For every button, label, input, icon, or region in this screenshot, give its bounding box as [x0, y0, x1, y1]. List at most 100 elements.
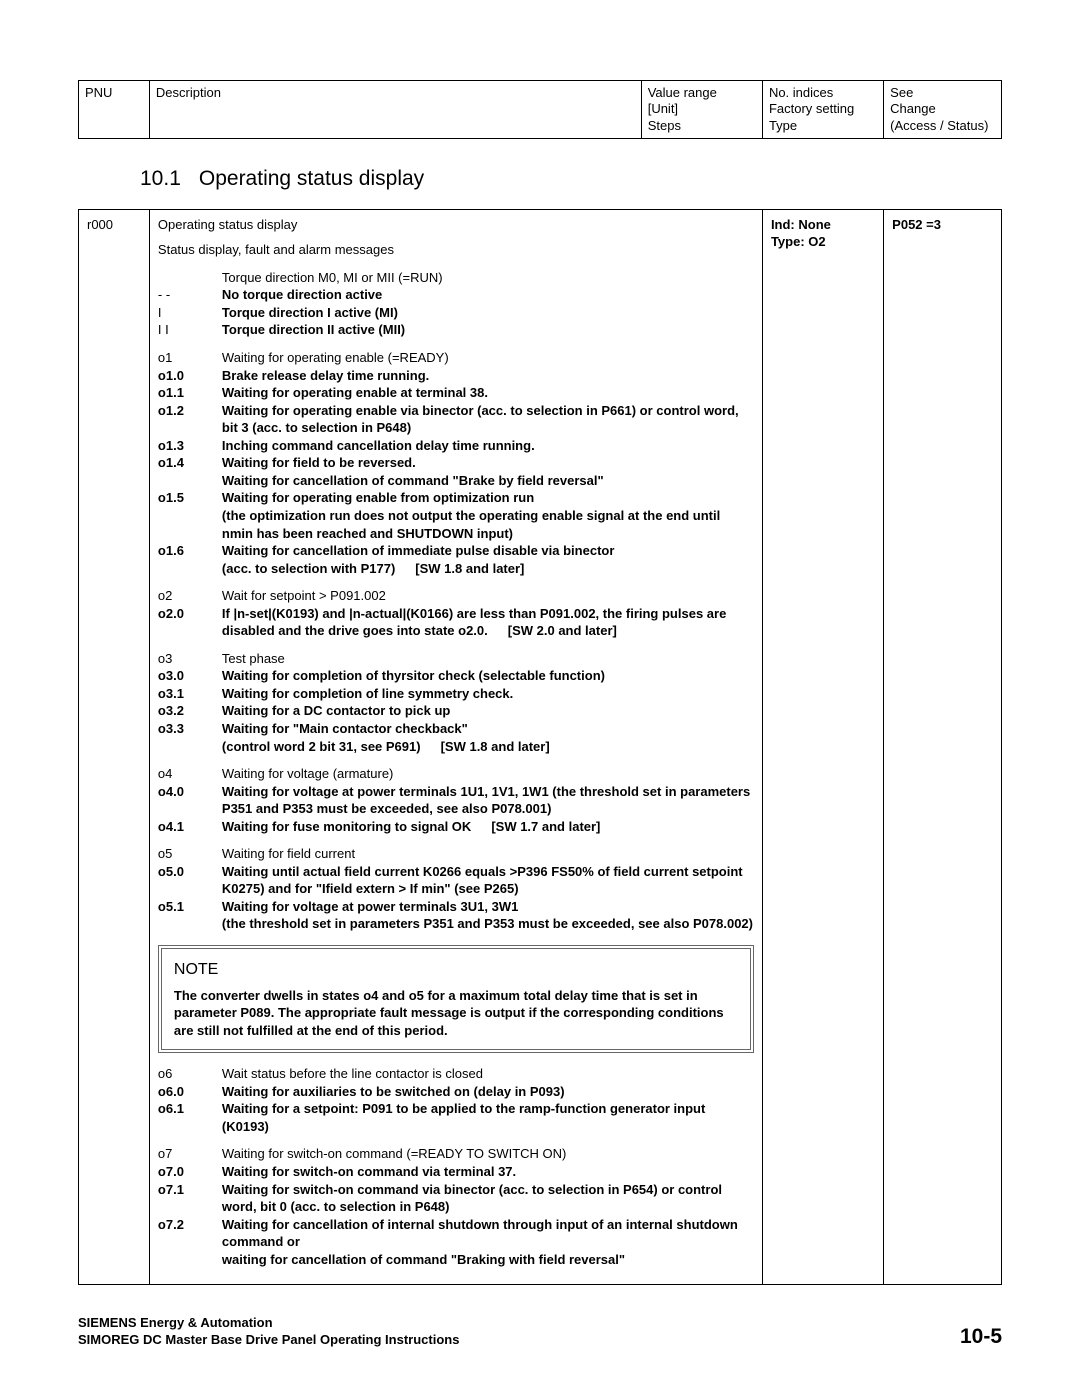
- g2-code1: o2: [158, 587, 222, 605]
- g1-txt4: Waiting for operating enable via binecto…: [222, 402, 754, 437]
- g6-txt1: Wait status before the line contactor is…: [222, 1065, 754, 1083]
- g0-code1: [158, 269, 222, 287]
- g1-txt3: Waiting for operating enable at terminal…: [222, 384, 754, 402]
- g1-code4: o1.2: [158, 402, 222, 437]
- header-value-range: Value range[Unit]Steps: [641, 81, 762, 139]
- g0-txt3: Torque direction I active (MI): [222, 304, 754, 322]
- group-o7: o7Waiting for switch-on command (=READY …: [158, 1145, 754, 1268]
- param-table: r000 Operating status display Status dis…: [78, 209, 1002, 1285]
- header-description: Description: [149, 81, 641, 139]
- g7-txt3: Waiting for switch-on command via binect…: [222, 1181, 754, 1216]
- footer-left: SIEMENS Energy & Automation SIMOREG DC M…: [78, 1314, 459, 1349]
- g4-sw3: [SW 1.7 and later]: [491, 818, 600, 836]
- param-title: Operating status display: [158, 216, 754, 234]
- see-cell: P052 =3: [884, 209, 1002, 1284]
- param-intro: Status display, fault and alarm messages: [158, 241, 754, 259]
- section-number: 10.1: [140, 167, 181, 190]
- g1-code7: o1.5: [158, 489, 222, 542]
- g7-code1: o7: [158, 1145, 222, 1163]
- header-table: PNU Description Value range[Unit]Steps N…: [78, 80, 1002, 139]
- group-o1: o1Waiting for operating enable (=READY) …: [158, 349, 754, 577]
- g0-txt4: Torque direction II active (MII): [222, 321, 754, 339]
- ind-value: Ind: None: [771, 216, 875, 234]
- g0-code4: I I: [158, 321, 222, 339]
- g4-code3: o4.1: [158, 818, 222, 836]
- group-o4: o4Waiting for voltage (armature) o4.0Wai…: [158, 765, 754, 835]
- g1-txt5: Inching command cancellation delay time …: [222, 437, 754, 455]
- g5-txt3: Waiting for voltage at power terminals 3…: [222, 898, 754, 933]
- group-torque: Torque direction M0, MI or MII (=RUN) - …: [158, 269, 754, 339]
- g6-txt2: Waiting for auxiliaries to be switched o…: [222, 1083, 754, 1101]
- g4-txt2: Waiting for voltage at power terminals 1…: [222, 783, 754, 818]
- header-pnu: PNU: [79, 81, 150, 139]
- indices-cell: Ind: None Type: O2: [762, 209, 883, 1284]
- g3-txt2: Waiting for completion of thyrsitor chec…: [222, 667, 754, 685]
- g6-code3: o6.1: [158, 1100, 222, 1135]
- g3-sw5: [SW 1.8 and later]: [441, 738, 550, 756]
- g1-txt7: Waiting for operating enable from optimi…: [222, 489, 754, 542]
- page: PNU Description Value range[Unit]Steps N…: [0, 0, 1080, 1397]
- description-cell: Operating status display Status display,…: [149, 209, 762, 1284]
- g1-code8: o1.6: [158, 542, 222, 577]
- g7-code4: o7.2: [158, 1216, 222, 1269]
- g3-txt1: Test phase: [222, 650, 754, 668]
- g1-txt6: Waiting for field to be reversed.Waiting…: [222, 454, 754, 489]
- g2-code2: o2.0: [158, 605, 222, 640]
- type-value: Type: O2: [771, 233, 875, 251]
- g2-sw2: [SW 2.0 and later]: [508, 622, 617, 640]
- g4-txt3: Waiting for fuse monitoring to signal OK…: [222, 818, 754, 836]
- header-indices: No. indicesFactory settingType: [762, 81, 883, 139]
- g2-txt1: Wait for setpoint > P091.002: [222, 587, 754, 605]
- g1-sw8: [SW 1.8 and later]: [415, 560, 524, 578]
- g5-txt1: Waiting for field current: [222, 845, 754, 863]
- g0-txt2: No torque direction active: [222, 286, 754, 304]
- g0-txt1: Torque direction M0, MI or MII (=RUN): [222, 269, 754, 287]
- g4-code1: o4: [158, 765, 222, 783]
- g1-txt2: Brake release delay time running.: [222, 367, 754, 385]
- g0-code2: - -: [158, 286, 222, 304]
- note-body: The converter dwells in states o4 and o5…: [174, 987, 738, 1040]
- g3-txt4: Waiting for a DC contactor to pick up: [222, 702, 754, 720]
- g7-txt4: Waiting for cancellation of internal shu…: [222, 1216, 754, 1269]
- note-box: NOTE The converter dwells in states o4 a…: [158, 945, 754, 1053]
- g7-txt1: Waiting for switch-on command (=READY TO…: [222, 1145, 754, 1163]
- group-o3: o3Test phase o3.0Waiting for completion …: [158, 650, 754, 755]
- g3-code3: o3.1: [158, 685, 222, 703]
- group-o5: o5Waiting for field current o5.0Waiting …: [158, 845, 754, 933]
- g0-code3: I: [158, 304, 222, 322]
- g1-code5: o1.3: [158, 437, 222, 455]
- g1-code6: o1.4: [158, 454, 222, 489]
- g3-code1: o3: [158, 650, 222, 668]
- g6-code2: o6.0: [158, 1083, 222, 1101]
- group-o6: o6Wait status before the line contactor …: [158, 1065, 754, 1135]
- g1-txt8: Waiting for cancellation of immediate pu…: [222, 542, 754, 577]
- g4-code2: o4.0: [158, 783, 222, 818]
- group-o2: o2Wait for setpoint > P091.002 o2.0If |n…: [158, 587, 754, 640]
- footer-line2: SIMOREG DC Master Base Drive Panel Opera…: [78, 1331, 459, 1349]
- g5-txt2: Waiting until actual field current K0266…: [222, 863, 754, 898]
- footer: SIEMENS Energy & Automation SIMOREG DC M…: [78, 1314, 1002, 1349]
- g3-txt5: Waiting for "Main contactor checkback"(c…: [222, 720, 754, 755]
- g7-code2: o7.0: [158, 1163, 222, 1181]
- g3-txt3: Waiting for completion of line symmetry …: [222, 685, 754, 703]
- note-heading: NOTE: [174, 959, 738, 981]
- g1-code2: o1.0: [158, 367, 222, 385]
- g1-code3: o1.1: [158, 384, 222, 402]
- g3-code5: o3.3: [158, 720, 222, 755]
- g2-txt2: If |n-set|(K0193) and |n-actual|(K0166) …: [222, 605, 754, 640]
- header-see: SeeChange(Access / Status): [884, 81, 1002, 139]
- g1-txt1: Waiting for operating enable (=READY): [222, 349, 754, 367]
- footer-page: 10-5: [960, 1325, 1002, 1349]
- g3-code4: o3.2: [158, 702, 222, 720]
- g6-txt3: Waiting for a setpoint: P091 to be appli…: [222, 1100, 754, 1135]
- g5-code1: o5: [158, 845, 222, 863]
- section-heading: 10.1 Operating status display: [140, 167, 1002, 191]
- g5-code3: o5.1: [158, 898, 222, 933]
- g7-code3: o7.1: [158, 1181, 222, 1216]
- g1-code1: o1: [158, 349, 222, 367]
- g4-txt1: Waiting for voltage (armature): [222, 765, 754, 783]
- g3-code2: o3.0: [158, 667, 222, 685]
- section-title: Operating status display: [199, 167, 424, 190]
- g5-code2: o5.0: [158, 863, 222, 898]
- pnu-cell: r000: [79, 209, 150, 1284]
